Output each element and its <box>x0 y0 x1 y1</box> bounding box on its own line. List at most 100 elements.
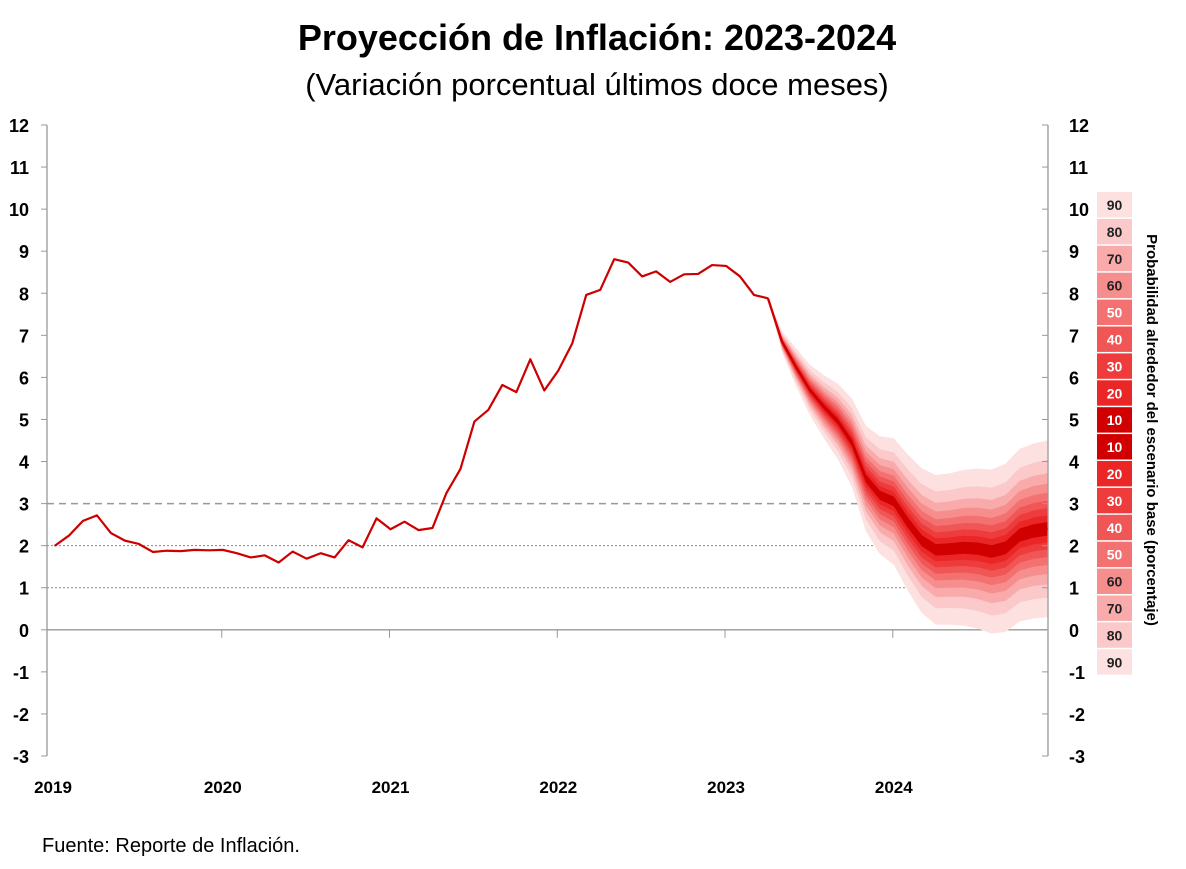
right-tick-label: 9 <box>1069 242 1079 262</box>
legend-label: 40 <box>1107 520 1123 536</box>
legend-swatch-50 <box>1097 299 1132 325</box>
history-point <box>194 549 196 551</box>
history-point <box>403 520 406 523</box>
history-point <box>347 539 350 541</box>
history-point <box>235 552 238 555</box>
legend-label: 20 <box>1107 466 1123 482</box>
history-point <box>767 297 769 300</box>
history-point <box>221 549 224 551</box>
history-point <box>543 389 546 392</box>
left-tick-label: 5 <box>19 410 29 430</box>
legend-label: 60 <box>1107 278 1123 294</box>
history-point <box>249 556 252 559</box>
history-point <box>263 554 266 557</box>
left-tick-label: -2 <box>13 705 29 725</box>
right-tick-label: 4 <box>1069 453 1079 473</box>
history-point <box>375 517 378 520</box>
history-point <box>585 294 588 296</box>
x-tick-label: 2024 <box>875 778 913 797</box>
history-point <box>571 342 574 345</box>
right-tick-label: 11 <box>1069 158 1088 178</box>
legend-label: 90 <box>1107 197 1123 213</box>
left-tick-label: 4 <box>19 453 29 473</box>
legend-swatch-90 <box>1097 649 1132 675</box>
legend-swatch-70 <box>1097 245 1132 272</box>
history-point <box>697 273 699 275</box>
fan-bands <box>767 298 1048 634</box>
history-point <box>683 273 685 276</box>
right-tick-label: 8 <box>1069 284 1079 304</box>
legend-swatch-20 <box>1097 461 1132 487</box>
history-point <box>124 539 126 542</box>
right-tick-label: -3 <box>1069 747 1085 767</box>
right-tick-label: 10 <box>1069 200 1089 220</box>
legend-label: 10 <box>1107 412 1123 428</box>
left-tick-label: 12 <box>9 116 29 136</box>
history-point <box>445 492 448 494</box>
legend-swatch-90 <box>1097 192 1132 218</box>
history-point <box>669 281 671 283</box>
legend-label: 50 <box>1107 547 1123 563</box>
history-point <box>501 384 504 386</box>
history-point <box>277 561 280 564</box>
legend-swatch-20 <box>1097 380 1132 406</box>
history-point <box>711 264 713 266</box>
inflation-series <box>54 258 1048 564</box>
right-tick-label: 0 <box>1069 621 1079 641</box>
legend-swatch-30 <box>1097 353 1132 379</box>
legend-swatch-40 <box>1097 326 1132 352</box>
right-tick-label: 1 <box>1069 579 1079 599</box>
history-point <box>319 552 322 555</box>
legend-swatch-10 <box>1097 434 1132 460</box>
left-tick-label: -1 <box>13 663 29 683</box>
source-note: Fuente: Reporte de Inflación. <box>42 835 300 857</box>
history-point <box>739 275 741 278</box>
history-point <box>529 358 532 361</box>
history-point <box>557 369 560 372</box>
history-point <box>166 549 168 552</box>
left-tick-label: 0 <box>19 621 29 641</box>
legend-label: 50 <box>1107 305 1123 321</box>
right-tick-label: 2 <box>1069 537 1079 557</box>
x-tick-label: 2022 <box>539 778 577 797</box>
projection-line <box>766 297 1048 553</box>
legend-label: 90 <box>1107 654 1123 670</box>
history-point <box>82 520 84 522</box>
history-point <box>725 265 727 267</box>
history-point <box>333 556 336 559</box>
history-point <box>613 258 615 260</box>
legend-label: 30 <box>1107 493 1123 509</box>
right-tick-label: 3 <box>1069 495 1079 515</box>
left-tick-label: 9 <box>19 242 29 262</box>
history-point <box>641 275 643 278</box>
legend-label: 80 <box>1107 627 1123 643</box>
legend-swatch-60 <box>1097 272 1132 299</box>
history-point <box>655 270 657 273</box>
history-point <box>487 408 490 411</box>
history-point <box>291 550 294 553</box>
legend-label: 80 <box>1107 224 1123 240</box>
legend-swatch-80 <box>1097 622 1132 648</box>
right-tick-label: 12 <box>1069 116 1089 136</box>
legend-label: 70 <box>1107 251 1123 267</box>
fan-band-10 <box>767 298 1048 558</box>
left-tick-label: 7 <box>19 326 29 346</box>
history-point <box>599 289 602 291</box>
legend-label: 60 <box>1107 574 1123 590</box>
right-tick-label: 5 <box>1069 410 1079 430</box>
history-point <box>459 468 462 470</box>
right-tick-label: 6 <box>1069 368 1079 388</box>
legend-swatch-50 <box>1097 541 1132 568</box>
x-tick-label: 2023 <box>707 778 745 797</box>
left-tick-label: 6 <box>19 368 29 388</box>
x-tick-label: 2019 <box>34 778 72 797</box>
legend-title: Probabilidad alrededor del escenario bas… <box>1143 234 1160 626</box>
left-tick-label: 10 <box>9 200 29 220</box>
history-point <box>473 420 476 423</box>
history-point <box>515 391 518 393</box>
legend-swatch-10 <box>1097 407 1132 433</box>
history-point <box>305 557 308 560</box>
chart-subtitle: (Variación porcentual últimos doce meses… <box>305 67 889 102</box>
legend-swatch-80 <box>1097 218 1132 245</box>
legend-swatch-60 <box>1097 568 1132 594</box>
